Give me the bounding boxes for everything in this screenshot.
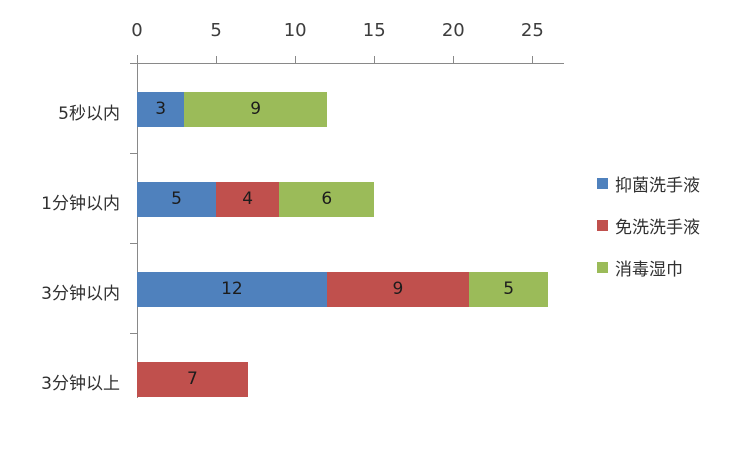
value-axis-line [137,63,564,64]
legend-label: 消毒湿巾 [615,260,683,280]
value-axis-tick [216,56,218,64]
bar-segment: 9 [184,92,327,127]
legend-item: 抑菌洗手液 [597,171,700,196]
legend-item: 消毒湿巾 [597,255,700,280]
bar-segment: 7 [137,362,248,397]
value-axis-tick-label: 0 [131,20,143,41]
category-label: 3分钟以内 [41,284,120,304]
value-axis-tick [532,56,534,64]
chart-legend: 抑菌洗手液免洗洗手液消毒湿巾 [597,171,700,297]
bar-segment: 5 [469,272,549,307]
bar-value-label: 3 [155,99,167,119]
value-axis-tick [374,56,376,64]
category-axis-tick [130,63,137,64]
value-axis-tick-label: 20 [441,20,465,41]
category-axis-tick [130,153,137,154]
category-axis-line [137,55,138,398]
bar-value-label: 9 [392,279,404,299]
legend-label: 免洗洗手液 [615,218,700,238]
bar-segment: 3 [137,92,185,127]
bar-value-label: 5 [503,279,515,299]
value-axis-tick [295,56,297,64]
bar-value-label: 4 [242,189,254,209]
bar-value-label: 7 [186,369,198,389]
legend-item: 免洗洗手液 [597,213,700,238]
bar-segment: 4 [216,182,280,217]
value-axis-tick-label: 25 [520,20,544,41]
legend-label: 抑菌洗手液 [615,176,700,196]
category-axis-tick [130,333,137,334]
legend-swatch-icon [597,220,608,231]
bar-value-label: 6 [321,189,333,209]
bar-segment: 5 [137,182,217,217]
category-axis-tick [130,243,137,244]
bar-segment: 6 [279,182,375,217]
bar-segment: 9 [326,272,470,307]
bar-value-label: 9 [250,99,262,119]
value-axis-tick [453,56,455,64]
value-axis-tick-label: 5 [210,20,222,41]
value-axis-tick-label: 10 [283,20,307,41]
legend-swatch-icon [597,262,608,273]
category-label: 1分钟以内 [41,194,120,214]
bar-value-label: 12 [221,279,243,299]
bar-value-label: 5 [171,189,182,209]
legend-swatch-icon [597,178,608,189]
category-label: 5秒以内 [58,104,120,124]
bar-segment: 12 [137,272,327,307]
value-axis-tick-label: 15 [362,20,386,41]
category-label: 3分钟以上 [41,374,120,394]
